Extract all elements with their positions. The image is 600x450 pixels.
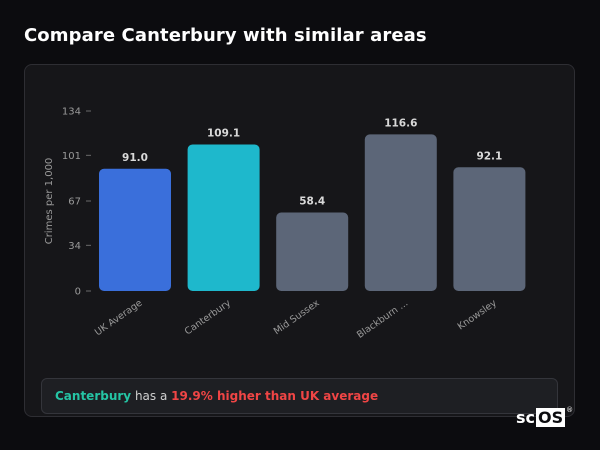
y-tick-label: 34: [68, 241, 81, 252]
x-category-label: UK Average: [93, 298, 145, 339]
bar-value-label: 92.1: [476, 150, 502, 162]
x-category-label: Knowsley: [456, 297, 499, 332]
bar: [187, 144, 260, 291]
y-tick-label: 67: [68, 197, 81, 208]
bar-value-label: 116.6: [384, 117, 417, 129]
bar-value-label: 58.4: [299, 196, 325, 208]
page-title: Compare Canterbury with similar areas: [24, 25, 427, 46]
logo-text-boxed: OS: [536, 408, 566, 427]
y-tick-label: 134: [62, 107, 81, 118]
y-tick-label: 101: [62, 151, 81, 162]
y-axis-title: Crimes per 1,000: [44, 158, 55, 245]
summary-highlight: 19.9% higher than UK average: [171, 389, 379, 403]
logo-text-left: sc: [516, 408, 536, 427]
summary-area-name: Canterbury: [55, 389, 132, 403]
comparison-summary: Canterbury has a 19.9% higher than UK av…: [41, 378, 558, 414]
x-category-label: Canterbury: [183, 297, 233, 337]
bar-chart: Crimes per 1,000 0 34 67 101 134 91.0 UK Averag…: [44, 107, 526, 341]
logo-registered-mark: ®: [566, 406, 574, 414]
bar: [453, 167, 526, 291]
summary-connector-text: has a: [131, 389, 172, 403]
bar: [99, 168, 171, 291]
bar: [364, 134, 437, 291]
x-category-label: Mid Sussex: [272, 297, 322, 337]
chart-card: Crimes per 1,000 0 34 67 101 134 91.0 UK Averag…: [24, 64, 575, 417]
bar: [276, 212, 349, 291]
y-tick-label: 0: [75, 287, 81, 298]
bar-value-label: 91.0: [122, 152, 148, 164]
x-category-label: Blackburn ...: [355, 298, 410, 341]
bar-value-label: 109.1: [207, 127, 240, 139]
brand-logo: sc OS ®: [516, 406, 574, 427]
